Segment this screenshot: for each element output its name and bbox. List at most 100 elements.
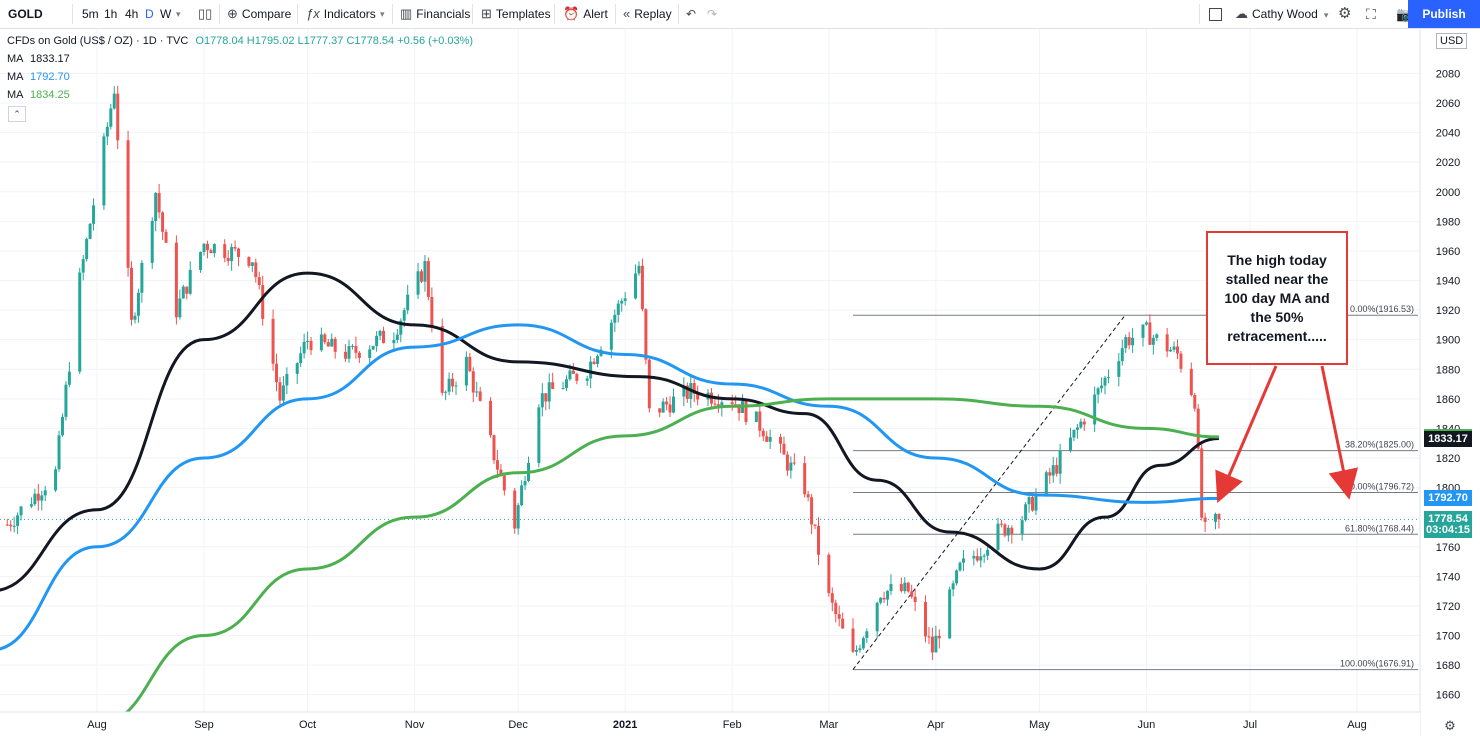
time-tick-label: Dec: [508, 719, 528, 731]
candle-body: [164, 231, 168, 243]
fullscreen-icon[interactable]: ⛶: [1366, 6, 1376, 22]
candle-body: [19, 506, 23, 516]
legend-ma-2[interactable]: MA 1792.70: [7, 71, 70, 83]
time-tick-label: Jun: [1138, 719, 1156, 731]
candlestick-series: [5, 85, 1221, 660]
candle-body: [9, 524, 13, 527]
candle-body: [592, 361, 596, 364]
candle-body: [1189, 368, 1193, 396]
candle-body: [758, 411, 762, 431]
candle-body: [154, 192, 158, 221]
compare-button[interactable]: ⊕ Compare: [227, 0, 291, 28]
timeframe-w[interactable]: W: [160, 7, 172, 21]
timeframe-5m[interactable]: 5m: [82, 7, 99, 21]
currency-label[interactable]: USD: [1436, 33, 1468, 49]
annotation-arrows: [1215, 365, 1359, 504]
financials-button[interactable]: ▥ Financials: [400, 0, 470, 28]
candle-body: [782, 443, 786, 455]
price-axis-tag: 1792.70: [1424, 490, 1472, 507]
candle-body: [233, 247, 237, 249]
candle-body: [951, 583, 955, 590]
price-tick-label: 2020: [1436, 157, 1460, 169]
divider: [554, 4, 555, 24]
price-axis-tag: 03:04:15: [1424, 522, 1472, 539]
candle-body: [281, 385, 285, 401]
candle-body: [392, 339, 396, 344]
candle-body: [57, 435, 61, 470]
candle-body: [803, 463, 807, 495]
legend-ma-1[interactable]: MA 1833.17: [7, 53, 70, 65]
legend-ma-3[interactable]: MA 1834.25: [7, 89, 70, 101]
gear-icon[interactable]: ⚙: [1338, 5, 1352, 22]
candle-body: [886, 590, 890, 600]
candle-body: [1082, 421, 1086, 425]
time-tick-label: May: [1029, 719, 1050, 731]
trendline: [852, 314, 1127, 670]
chevron-down-icon[interactable]: ▾: [176, 9, 181, 19]
candle-body: [1096, 388, 1100, 395]
chevron-down-icon[interactable]: ▾: [380, 9, 385, 19]
candle-body: [54, 469, 58, 491]
candle-body: [430, 296, 434, 327]
divider: [615, 4, 616, 24]
time-tick-label: Apr: [927, 719, 944, 731]
candle-body: [927, 636, 931, 638]
candle-body: [133, 315, 137, 320]
layout-icon[interactable]: [1209, 0, 1222, 28]
candle-body: [623, 298, 627, 301]
divider: [72, 4, 73, 24]
symbol-search[interactable]: GOLD: [8, 7, 43, 21]
candle-body: [278, 382, 282, 401]
candle-body: [613, 314, 617, 323]
candle-body: [834, 602, 838, 615]
candle-body: [571, 370, 575, 374]
candle-body: [810, 497, 814, 525]
candle-body: [937, 635, 941, 639]
candle-body: [616, 303, 620, 315]
candle-body: [150, 220, 154, 263]
candle-body: [92, 205, 96, 224]
candle-body: [861, 638, 865, 649]
candle-body: [416, 271, 420, 295]
candle-body: [537, 407, 541, 464]
replay-button[interactable]: «Replay: [623, 0, 672, 28]
candle-body: [199, 251, 203, 270]
publish-button[interactable]: Publish: [1408, 0, 1480, 28]
candle-body: [789, 462, 793, 471]
ma-label: MA: [7, 89, 23, 101]
candle-body: [1165, 334, 1169, 352]
candle-body: [271, 318, 275, 364]
candle-body: [275, 363, 279, 383]
indicators-button[interactable]: ƒx Indicators: [306, 0, 376, 28]
candle-body: [882, 597, 886, 600]
candle-body: [634, 273, 638, 299]
candle-body: [478, 391, 482, 401]
redo-icon[interactable]: ↷: [707, 7, 718, 21]
fx-icon: ƒx: [306, 6, 320, 21]
ma-label: MA: [7, 53, 23, 65]
price-axis[interactable]: 1660168017001720174017601780180018201840…: [1419, 29, 1480, 736]
price-tick-label: 1980: [1436, 216, 1460, 228]
price-chart[interactable]: 0.00%(1916.53) 38.20%(1825.00) 50.00%(1796…: [0, 29, 1480, 736]
user-menu[interactable]: ☁ Cathy Wood ▾: [1235, 0, 1328, 28]
timeframe-4h[interactable]: 4h: [125, 7, 139, 21]
collapse-legend-icon[interactable]: ⌃: [8, 106, 26, 122]
timeframe-1h[interactable]: 1h: [104, 7, 118, 21]
candle-body: [544, 393, 548, 402]
alert-button[interactable]: ⏰ Alert: [563, 0, 608, 28]
price-tick-label: 1820: [1436, 453, 1460, 465]
candle-body: [640, 265, 644, 310]
candle-body: [658, 408, 662, 413]
price-tick-label: 1920: [1436, 305, 1460, 317]
candles-icon[interactable]: ▯▯: [198, 6, 213, 21]
timeframe-d[interactable]: D: [145, 7, 154, 21]
candle-body: [875, 602, 879, 632]
candle-body: [730, 402, 734, 405]
undo-icon[interactable]: ↶: [686, 7, 697, 21]
candle-body: [85, 238, 89, 260]
annotation-arrow-right: [1320, 365, 1359, 500]
templates-button[interactable]: ⊞ Templates: [481, 0, 551, 28]
time-axis[interactable]: Aug Sep Oct Nov Dec 2021 Feb Mar Apr May Jun Jul Aug…: [0, 711, 1456, 736]
candle-body: [661, 401, 665, 413]
candle-body: [302, 341, 306, 354]
